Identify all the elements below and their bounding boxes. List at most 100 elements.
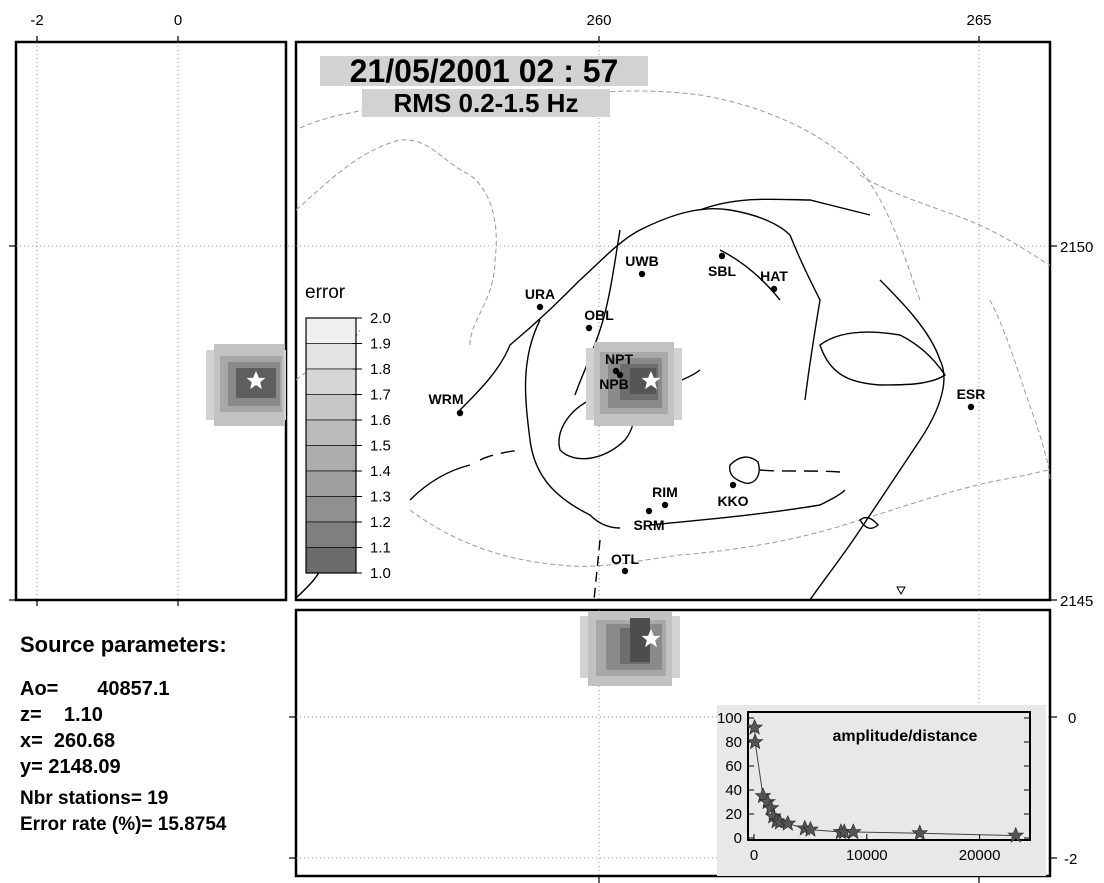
right-tick-label: 2150: [1060, 239, 1093, 256]
colorbar-level-label: 1.4: [370, 463, 391, 480]
title-band: [320, 56, 648, 86]
station-label: HAT: [760, 268, 788, 284]
colorbar-level-label: 1.0: [370, 565, 391, 582]
station-dot: [718, 252, 726, 260]
colorbar-cell: [305, 394, 357, 421]
inset-chart: amplitude/distance 0 20 40 60 80 100 0 10000 200…: [717, 705, 1046, 876]
top-tick-label: 265: [966, 12, 991, 29]
source-star-icon: [641, 371, 661, 390]
station-label: OBL: [584, 307, 614, 323]
colorbar-level-label: 1.2: [370, 514, 391, 531]
colorbar-cell: [305, 521, 357, 548]
top-tick-label: 0: [174, 12, 182, 29]
param-x: x= 260.68: [20, 730, 116, 752]
inset-marks: [746, 718, 1025, 843]
param-ao: Ao= 40857.1: [20, 678, 170, 700]
colorbar-level-label: 1.1: [370, 540, 391, 557]
top-tick-label: -2: [30, 12, 43, 29]
station-label: UWB: [625, 253, 658, 269]
y-tick-label: 100: [717, 710, 742, 727]
error-heatmap-left: [206, 344, 286, 426]
page-subtitle: RMS 0.2-1.5 Hz: [394, 88, 579, 118]
y-tick-label: 0: [734, 830, 742, 847]
inset-axes: 0 20 40 60 80 100 0 10000 20000: [717, 710, 1030, 864]
colorbar-level-label: 1.5: [370, 438, 391, 455]
station-dot: [585, 324, 593, 332]
colorbar-cell: [305, 317, 357, 344]
colorbar-cell: [305, 470, 357, 497]
data-point-star: [1007, 826, 1025, 843]
station-dot: [536, 303, 544, 311]
triangle-marker-icon: [896, 586, 906, 596]
y-tick-label: 60: [725, 758, 742, 775]
station-label: WRM: [429, 391, 464, 407]
colorbar-cells: [305, 317, 357, 574]
data-point-star: [801, 820, 819, 837]
colorbar-cell: [305, 547, 357, 574]
colorbar-level-label: 1.8: [370, 361, 391, 378]
colorbar-cell: [305, 419, 357, 446]
station-dot: [621, 567, 629, 575]
param-z: z= 1.10: [20, 704, 103, 726]
left-section-frame: [14, 40, 288, 602]
x-tick-label: 20000: [959, 847, 1001, 864]
error-heatmap-bottom: [580, 612, 680, 686]
colorbar-title: error: [305, 282, 346, 303]
error-colorbar: error 2.0 1.9 1.8 1.7 1.6 1.5 1.4 1.3 1.2 1.1 1.0: [305, 282, 391, 582]
station-label: SRM: [633, 517, 664, 533]
page-title: 21/05/2001 02 : 57: [350, 53, 619, 89]
colorbar-labels: 2.0 1.9 1.8 1.7 1.6 1.5 1.4 1.3 1.2 1.1 1.0: [352, 310, 391, 582]
station-dot: [661, 501, 669, 509]
station-dot: [616, 371, 624, 379]
x-tick-label: 0: [750, 847, 758, 864]
station-dot: [729, 481, 737, 489]
tick-marks: [9, 36, 1057, 883]
y-tick-label: 20: [725, 806, 742, 823]
x-tick-label: 10000: [846, 847, 888, 864]
colorbar-cell: [305, 496, 357, 523]
data-point-star: [746, 733, 764, 750]
main-map-frame: [294, 40, 1052, 602]
colorbar-level-label: 1.6: [370, 412, 391, 429]
inset-right-tick-label: 0: [1068, 710, 1076, 727]
colorbar-level-label: 1.9: [370, 336, 391, 353]
param-nbr-stations: Nbr stations= 19: [20, 788, 169, 809]
data-point-star: [911, 824, 929, 841]
right-tick-label: 2145: [1060, 593, 1093, 610]
colorbar-cell: [305, 343, 357, 370]
y-tick-label: 40: [725, 782, 742, 799]
station-label: NPT: [605, 351, 633, 367]
station-label: SBL: [708, 263, 736, 279]
data-point-star: [779, 814, 797, 831]
station-dot: [967, 403, 975, 411]
colorbar-cell: [305, 445, 357, 472]
inset-chart-title: amplitude/distance: [833, 728, 978, 745]
data-point-star: [746, 718, 764, 735]
source-star-left-icon: [246, 371, 266, 390]
data-point-star: [844, 823, 862, 840]
source-parameters-panel: Source parameters: Ao= 40857.1 z= 1.10 x…: [20, 632, 300, 838]
inset-right-tick-label: -2: [1064, 851, 1077, 868]
subtitle-band: [362, 89, 610, 117]
colorbar-level-label: 2.0: [370, 310, 391, 327]
station-label: ESR: [957, 386, 986, 402]
param-error-rate: Error rate (%)= 15.8754: [20, 814, 227, 835]
station-dot: [770, 285, 778, 293]
station-label: RIM: [652, 484, 678, 500]
top-tick-label: 260: [586, 12, 611, 29]
fault-lines: [295, 198, 946, 601]
station-label: URA: [525, 286, 555, 302]
station-label: NPB: [599, 376, 629, 392]
y-tick-label: 80: [725, 734, 742, 751]
station-dot: [612, 367, 620, 375]
stations-layer: UWB SBL HAT URA OBL NPT NPB WRM ESR RIM …: [429, 252, 986, 575]
error-heatmap-main: [586, 342, 682, 426]
source-star-bottom-icon: [641, 629, 661, 648]
params-heading: Source parameters:: [20, 632, 227, 657]
data-point-star: [762, 799, 780, 816]
station-dot: [645, 507, 653, 515]
station-label: OTL: [611, 551, 639, 567]
colorbar-cell: [305, 368, 357, 395]
station-label: KKO: [717, 493, 748, 509]
